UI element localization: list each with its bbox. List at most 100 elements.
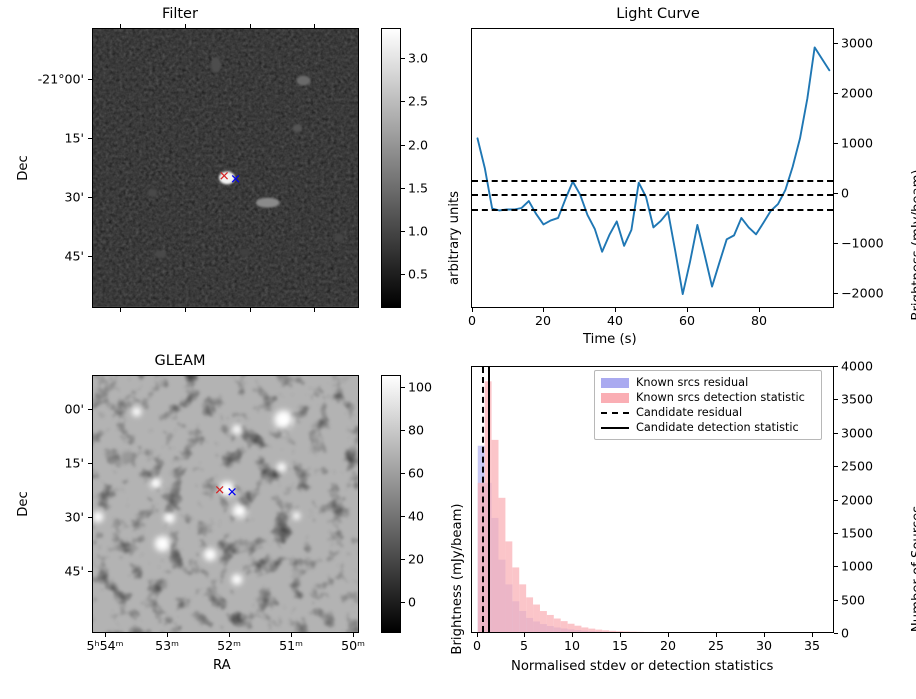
filter-marker-blue-x: ✕	[230, 172, 242, 188]
filter-ytick-label-2: 30'	[64, 189, 85, 205]
histogram-ytick-label-0: 4000	[841, 358, 874, 374]
histogram-ytick-6	[834, 566, 838, 567]
lightcurve-xtick-label-3: 60	[678, 313, 696, 328]
lightcurve-ytick-label-0: 3000	[841, 35, 874, 51]
lightcurve-ytick-label-4: −1000	[841, 235, 884, 251]
filter-xtick-top-0	[120, 24, 121, 28]
lightcurve-ytick-3	[834, 193, 838, 194]
filter-xtick-top-2	[250, 24, 251, 28]
filter-xtick-bot-0	[120, 308, 121, 312]
gleam-ytick-label-1: 15'	[64, 455, 85, 471]
histogram-xtick-2	[572, 633, 573, 637]
lightcurve-ytick-label-5: −2000	[841, 285, 884, 301]
histogram-ylabel: Number of Sources	[910, 505, 916, 633]
histogram-ytick-8	[834, 633, 838, 634]
histogram-xtick-1	[524, 633, 525, 637]
filter-xtick-top-3	[314, 24, 315, 28]
filter-image-axes[interactable]: ✕ ✕	[92, 28, 359, 308]
gleam-marker-blue-x: ✕	[226, 485, 238, 501]
lightcurve-xtick-3	[687, 308, 688, 312]
histogram-candidate-detection-line	[487, 367, 490, 632]
filter-ytick-label-1: 15'	[64, 130, 85, 146]
histogram-candidate-residual-line	[481, 367, 484, 632]
gleam-xtick-3	[291, 633, 292, 637]
filter-cbar-label-3: 1.5	[408, 180, 429, 196]
panel-light-curve: Light Curve 0 20 40 60 80 Time (s) 3000 …	[458, 0, 916, 349]
gleam-ylabel: Dec	[16, 491, 31, 517]
lightcurve-xlabel: Time (s)	[583, 332, 637, 347]
filter-ytick-1	[88, 138, 92, 139]
lightcurve-xtick-label-0: 0	[467, 313, 477, 328]
filter-sky-image	[93, 29, 358, 307]
gleam-cbar-label-4: 20	[408, 551, 425, 567]
histogram-ytick-label-2: 3000	[841, 425, 874, 441]
filter-cbar-tick-2	[401, 145, 405, 146]
gleam-cbar-label-3: 40	[408, 508, 425, 524]
gleam-ytick-label-2: 30'	[64, 509, 85, 525]
histogram-xtick-label-5: 25	[707, 638, 725, 653]
histogram-legend: Known srcs residual Known srcs detection…	[594, 370, 822, 440]
filter-xtick-bot-3	[314, 308, 315, 312]
lightcurve-xtick-1	[543, 308, 544, 312]
gleam-cbar-tick-0	[401, 387, 405, 388]
lightcurve-ytick-label-2: 1000	[841, 135, 874, 151]
legend-item-0: Known srcs residual	[601, 375, 815, 390]
lightcurve-ytick-label-1: 2000	[841, 85, 874, 101]
gleam-sky-image	[93, 376, 358, 632]
gleam-cbar-tick-4	[401, 559, 405, 560]
filter-ytick-3	[88, 256, 92, 257]
filter-xtick-top-1	[185, 24, 186, 28]
histogram-xtick-label-1: 5	[519, 638, 529, 653]
histogram-ytick-4	[834, 500, 838, 501]
filter-cbar-tick-5	[401, 274, 405, 275]
gleam-xtick-4	[353, 633, 354, 637]
histogram-xtick-7	[812, 633, 813, 637]
legend-label-0: Known srcs residual	[636, 376, 749, 389]
legend-swatch-known-srcs-detection-statistic	[601, 392, 629, 403]
gleam-panel-title: GLEAM	[154, 353, 206, 369]
gleam-ytick-3	[88, 571, 92, 572]
filter-cbar-label-4: 1.0	[408, 223, 429, 239]
gleam-marker-red-x: ✕	[214, 483, 226, 499]
lightcurve-threshold-lower	[472, 209, 833, 211]
gleam-ytick-2	[88, 517, 92, 518]
legend-item-2: Candidate residual	[601, 405, 815, 420]
gleam-ytick-1	[88, 463, 92, 464]
histogram-xtick-label-6: 30	[755, 638, 773, 653]
legend-label-3: Candidate detection statistic	[636, 421, 799, 434]
gleam-xtick-label-0: 5ʰ54ᵐ	[86, 638, 124, 653]
gleam-ytick-0	[88, 409, 92, 410]
filter-marker-red-x: ✕	[218, 169, 230, 185]
lightcurve-ytick-5	[834, 293, 838, 294]
filter-ytick-2	[88, 197, 92, 198]
histogram-xtick-6	[764, 633, 765, 637]
panel-histogram: Known srcs residual Known srcs detection…	[458, 349, 916, 699]
gleam-colorbar	[381, 375, 401, 633]
lightcurve-threshold-upper	[472, 179, 833, 182]
filter-ylabel: Dec	[16, 155, 31, 181]
histogram-ytick-label-3: 2500	[841, 458, 874, 474]
legend-item-1: Known srcs detection statistic	[601, 390, 815, 405]
histogram-xtick-label-3: 15	[611, 638, 629, 653]
histogram-xtick-label-4: 20	[659, 638, 677, 653]
lightcurve-ytick-0	[834, 43, 838, 44]
histogram-ytick-label-8: 0	[841, 625, 850, 641]
lightcurve-plot-axes[interactable]	[471, 28, 834, 308]
histogram-xtick-label-7: 35	[803, 638, 821, 653]
lightcurve-ytick-2	[834, 143, 838, 144]
gleam-xtick-2	[229, 633, 230, 637]
gleam-ytick-label-3: 45'	[64, 563, 85, 579]
filter-cbar-label-1: 2.5	[408, 93, 429, 109]
filter-colorbar	[381, 28, 401, 308]
gleam-cbar-tick-2	[401, 473, 405, 474]
lightcurve-ytick-1	[834, 93, 838, 94]
histogram-ytick-2	[834, 433, 838, 434]
legend-line-candidate-residual	[601, 411, 629, 414]
gleam-ytick-label-0: 00'	[64, 401, 85, 417]
histogram-xlabel: Normalised stdev or detection statistics	[511, 659, 774, 674]
legend-label-1: Known srcs detection statistic	[636, 391, 805, 404]
histogram-ytick-label-4: 2000	[841, 492, 874, 508]
gleam-image-axes[interactable]: ✕ ✕	[92, 375, 359, 633]
gleam-xtick-label-2: 52ᵐ	[217, 638, 241, 653]
lightcurve-xtick-4	[759, 308, 760, 312]
